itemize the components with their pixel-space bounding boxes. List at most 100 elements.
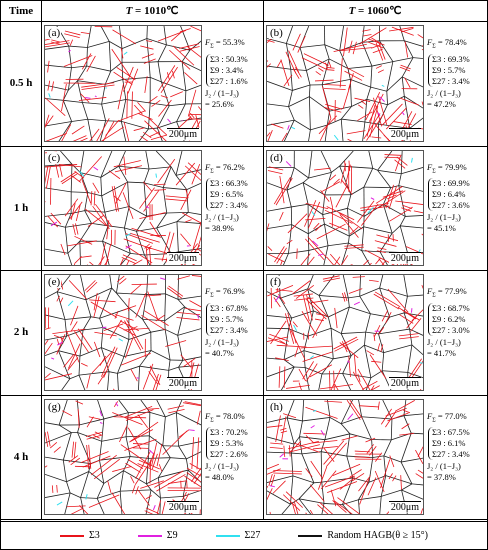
twin-boundary	[119, 257, 124, 266]
twin-boundary	[303, 53, 329, 66]
grain-boundary	[64, 226, 69, 253]
twin-boundary	[369, 279, 379, 282]
grain-boundary	[341, 415, 362, 424]
twin-boundary	[333, 178, 340, 185]
grain-boundary	[330, 327, 342, 334]
special-boundary	[93, 166, 99, 170]
twin-boundary	[413, 209, 423, 213]
grain-boundary	[96, 497, 105, 515]
stat-s27: Σ27 : 1.6%	[210, 75, 248, 86]
twin-boundary	[90, 190, 93, 205]
stat-s27: Σ27 : 3.6%	[432, 200, 470, 211]
twin-boundary	[283, 366, 286, 388]
twin-boundary	[348, 40, 353, 54]
twin-boundary	[352, 371, 364, 390]
twin-boundary	[60, 337, 64, 344]
grain-boundary	[175, 174, 188, 190]
stat-f: FΣ = 76.2%	[205, 162, 261, 178]
grain-boundary	[119, 470, 124, 491]
grain-boundary	[398, 173, 402, 186]
twin-boundary	[176, 317, 200, 321]
grain-boundary	[157, 477, 161, 498]
twin-boundary	[74, 330, 89, 353]
grain-boundary	[299, 435, 325, 440]
f-value: = 79.9%	[437, 161, 467, 172]
twin-boundary	[404, 77, 411, 89]
twin-boundary	[188, 113, 201, 116]
twin-boundary	[69, 201, 83, 220]
twin-boundary	[369, 354, 387, 379]
grain-boundary	[129, 205, 147, 216]
twin-boundary	[143, 189, 160, 212]
twin-boundary	[341, 434, 358, 441]
grain-boundary	[267, 315, 292, 319]
stat-s27: Σ27 : 3.4%	[432, 449, 470, 460]
twin-boundary	[184, 400, 201, 405]
twin-boundary	[93, 434, 100, 439]
grain-boundary	[386, 61, 394, 92]
grain-boundary	[108, 371, 118, 374]
twin-boundary	[283, 493, 301, 511]
special-boundary	[401, 111, 405, 116]
twin-boundary	[77, 408, 80, 428]
grain-boundary	[333, 355, 352, 360]
grain-boundary	[160, 81, 170, 106]
header-column: T = 1010℃	[41, 1, 263, 21]
grain-boundary	[364, 99, 368, 123]
grain-boundary	[77, 80, 83, 103]
twin-boundary	[318, 67, 324, 72]
grain-boundary	[399, 215, 406, 226]
stat-s9: Σ9 : 6.1%	[432, 438, 466, 449]
grain-boundary	[64, 319, 68, 337]
grain-boundary	[340, 399, 353, 424]
grain-map	[267, 399, 423, 515]
grain-boundary	[99, 440, 103, 460]
twin-boundary	[346, 130, 366, 135]
twin-boundary	[147, 291, 159, 321]
grain-boundary	[342, 477, 354, 505]
twin-boundary	[278, 366, 281, 388]
grain-boundary	[186, 450, 201, 459]
grain-boundary	[379, 274, 384, 289]
twin-boundary	[149, 459, 151, 483]
twin-boundary	[302, 361, 314, 380]
special-boundary	[152, 504, 156, 510]
grain-boundary	[138, 366, 141, 390]
twin-boundary	[314, 79, 334, 82]
twin-boundary	[45, 163, 78, 167]
grain-boundary	[302, 399, 305, 421]
twin-boundary	[267, 337, 288, 346]
twin-boundary	[371, 136, 382, 139]
grain-boundary	[378, 316, 390, 335]
twin-boundary	[339, 213, 359, 238]
twin-boundary	[189, 300, 201, 308]
twin-boundary	[298, 368, 307, 382]
grain-boundary	[267, 366, 295, 378]
grain-boundary	[160, 495, 184, 498]
twin-boundary	[189, 462, 201, 470]
grain-boundary	[169, 103, 186, 107]
grain-boundary	[150, 489, 161, 498]
stat-f: FΣ = 79.9%	[427, 162, 485, 178]
twin-boundary	[267, 63, 272, 68]
twin-boundary	[177, 275, 191, 280]
legend-item: Σ27	[215, 530, 260, 541]
twin-boundary	[167, 404, 184, 410]
twin-boundary	[380, 344, 384, 353]
twin-boundary	[280, 415, 287, 443]
twin-boundary	[191, 163, 201, 184]
twin-boundary	[290, 330, 306, 360]
grain-boundary	[307, 288, 320, 296]
twin-boundary	[56, 334, 66, 355]
twin-boundary	[392, 474, 397, 481]
grain-boundary	[348, 242, 362, 251]
stat-j-label: J₂ / (1−J₃)	[205, 461, 239, 472]
twin-boundary	[180, 188, 192, 210]
twin-boundary	[397, 306, 420, 321]
grain-boundary	[342, 498, 359, 505]
grain-boundary	[86, 47, 88, 67]
grain-boundary	[83, 327, 104, 331]
twin-boundary	[80, 93, 90, 103]
twin-boundary	[122, 253, 137, 261]
twin-boundary	[324, 400, 343, 403]
